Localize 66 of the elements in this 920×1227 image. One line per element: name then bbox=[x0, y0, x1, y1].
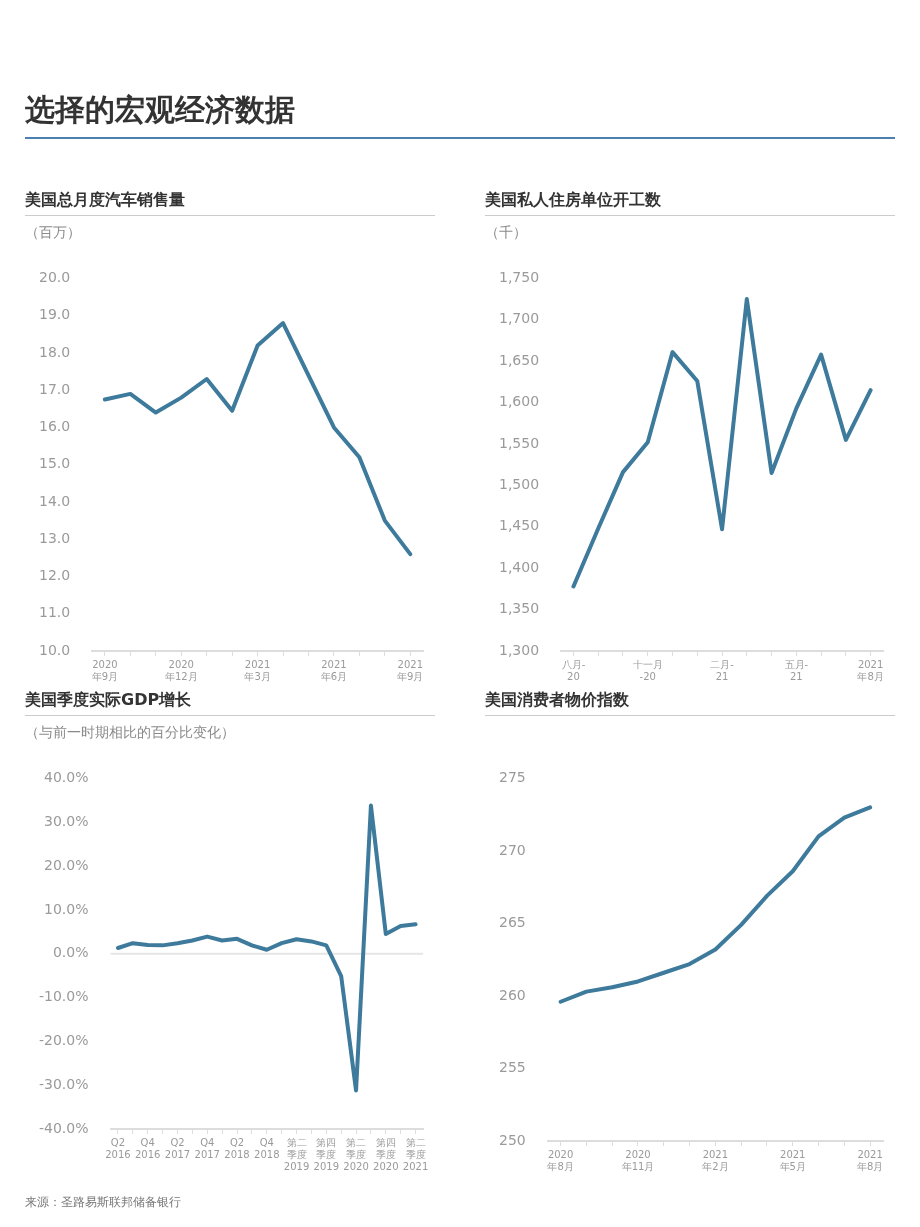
y-tick-label: 1,500 bbox=[498, 476, 540, 493]
y-tick-label: 19.0 bbox=[39, 306, 71, 323]
y-tick-label: 1,450 bbox=[498, 517, 540, 534]
y-axis-title: （百万） bbox=[25, 224, 81, 240]
y-tick-label: 1,550 bbox=[498, 434, 540, 451]
x-tick-label: Q2 2016 bbox=[105, 1136, 131, 1160]
x-tick-label: 2021年3月 bbox=[244, 658, 271, 682]
y-tick-label: 1,750 bbox=[498, 269, 540, 286]
x-tick-label: 2021年5月 bbox=[779, 1148, 806, 1172]
y-tick-label: 15.0 bbox=[39, 455, 71, 472]
y-tick-label: 250 bbox=[498, 1131, 526, 1148]
y-tick-label: 17.0 bbox=[39, 380, 71, 397]
chart-title: 美国总月度汽车销售量 bbox=[25, 190, 435, 216]
chart-title: 美国消费者物价指数 bbox=[485, 690, 895, 716]
y-tick-label: 18.0 bbox=[39, 343, 71, 360]
y-tick-label: 1,700 bbox=[498, 310, 540, 327]
y-tick-label: 255 bbox=[498, 1059, 526, 1076]
x-tick-label: 五月-21 bbox=[784, 658, 809, 682]
x-tick-label: 八月-20 bbox=[561, 658, 586, 682]
x-tick-label: 第四季度 2020 bbox=[373, 1136, 399, 1172]
y-tick-label: 12.0 bbox=[39, 567, 71, 584]
y-tick-label: 1,650 bbox=[498, 351, 540, 368]
y-tick-label: 40.0% bbox=[44, 769, 89, 786]
y-tick-label: 16.0 bbox=[39, 418, 71, 435]
x-tick-label: 2021年8月 bbox=[856, 1148, 884, 1172]
y-tick-label: 1,350 bbox=[498, 600, 540, 617]
y-tick-label: 260 bbox=[498, 986, 526, 1003]
x-tick-label: Q4 2016 bbox=[135, 1136, 161, 1160]
y-tick-label: 13.0 bbox=[39, 529, 71, 546]
text: 选择的宏观经济数据 bbox=[25, 91, 296, 129]
y-tick-label: 20.0 bbox=[39, 269, 71, 286]
chart-title: 美国私人住房单位开工数 bbox=[485, 190, 895, 216]
x-tick-label: 2021年9月 bbox=[397, 658, 424, 682]
y-tick-label: 270 bbox=[498, 841, 526, 858]
y-axis-title: （千） bbox=[485, 224, 527, 240]
x-tick-label: 第四季度 2019 bbox=[313, 1136, 340, 1172]
y-tick-label: 10.0 bbox=[39, 641, 71, 658]
x-tick-label: Q4 2017 bbox=[194, 1136, 220, 1160]
x-tick-label: 2020年11月 bbox=[621, 1148, 655, 1172]
y-tick-label: -30.0% bbox=[39, 1075, 89, 1092]
y-tick-label: -10.0% bbox=[39, 988, 89, 1005]
y-tick-label: 30.0% bbox=[44, 812, 89, 829]
y-tick-label: 11.0 bbox=[39, 604, 71, 621]
y-tick-label: 1,600 bbox=[498, 393, 540, 410]
x-tick-label: 2021年2月 bbox=[702, 1148, 729, 1172]
chart-title: 美国季度实际GDP增长 bbox=[25, 690, 435, 716]
x-tick-label: 2020年12月 bbox=[164, 658, 198, 682]
y-tick-label: -20.0% bbox=[39, 1031, 89, 1048]
y-tick-label: 275 bbox=[498, 769, 526, 786]
x-tick-label: Q2 2018 bbox=[224, 1136, 250, 1160]
x-tick-label: Q2 2017 bbox=[164, 1136, 191, 1160]
x-tick-label: 2021年6月 bbox=[320, 658, 348, 682]
x-tick-label: 2021年8月 bbox=[857, 658, 884, 682]
x-tick-label: 2020年8月 bbox=[547, 1148, 574, 1172]
y-tick-label: 14.0 bbox=[39, 492, 71, 509]
y-tick-label: 1,400 bbox=[498, 558, 540, 575]
y-tick-label: 0.0% bbox=[52, 944, 89, 961]
x-tick-label: 2020年9月 bbox=[91, 658, 119, 682]
y-tick-label: 20.0% bbox=[44, 856, 89, 873]
source-note: 来源：圣路易斯联邦储备银行 bbox=[25, 1194, 181, 1211]
y-tick-label: -40.0% bbox=[39, 1119, 89, 1136]
y-tick-label: 10.0% bbox=[44, 900, 89, 917]
y-tick-label: 265 bbox=[498, 914, 526, 931]
y-axis-title: （与前一时期相比的百分比变化） bbox=[25, 724, 235, 740]
x-tick-label: Q4 2018 bbox=[254, 1136, 280, 1160]
y-tick-label: 1,300 bbox=[498, 641, 540, 658]
